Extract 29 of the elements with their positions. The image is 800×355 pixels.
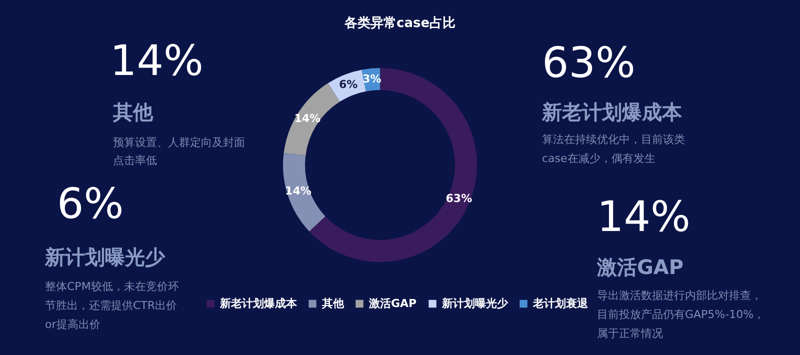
legend-label: 激活GAP [368,296,417,310]
text: or提高出价 [45,318,100,331]
text: 节胜出，还需提供CTR出价 [45,299,178,312]
data-label: 6% [339,78,358,92]
data-label: 14% [294,112,321,125]
text: 算法在持续优化中，目前该类 [542,133,685,146]
donut-slice [284,83,340,156]
text: 属于正常情况 [597,327,663,340]
text: 新计划曝光少 [44,245,166,269]
text: 点击率低 [113,154,157,167]
text: 14% [597,192,690,241]
text: 6% [57,179,124,228]
legend-label: 新计划曝光少 [441,296,509,310]
text: 14% [110,36,204,85]
text: 目前投放产品仍有GAP5%-10%， [597,308,765,321]
text: 预算设置、人群定向及封面 [113,136,245,149]
chart-title: 各类异常case占比 [343,16,456,31]
text: 导出激活数据进行内部比对排查， [597,289,762,302]
legend-label: 老计划衰退 [532,296,589,310]
text: 63% [542,38,636,87]
text: 激活GAP [596,255,684,279]
text: 整体CPM较低，未在竞价环 [45,280,179,293]
data-label: 63% [446,192,472,206]
donut-slice [283,152,326,232]
legend-label: 新老计划爆成本 [219,296,298,310]
text: 其他 [112,100,154,124]
text: case在减少，偶有发生 [542,152,656,165]
legend-label: 其他 [321,296,345,310]
text: 新老计划爆成本 [541,100,683,124]
